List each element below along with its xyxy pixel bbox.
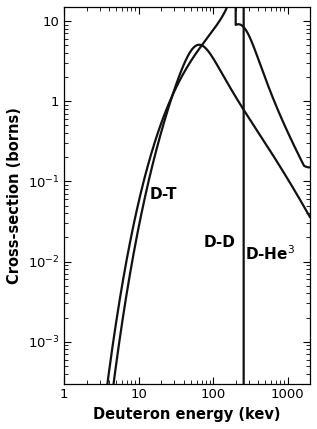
Text: D-D: D-D — [204, 235, 236, 250]
Y-axis label: Cross-section (borns): Cross-section (borns) — [7, 107, 22, 284]
Text: D-T: D-T — [150, 187, 177, 202]
X-axis label: Deuteron energy (kev): Deuteron energy (kev) — [94, 407, 281, 422]
Text: D-He$^3$: D-He$^3$ — [245, 245, 295, 263]
